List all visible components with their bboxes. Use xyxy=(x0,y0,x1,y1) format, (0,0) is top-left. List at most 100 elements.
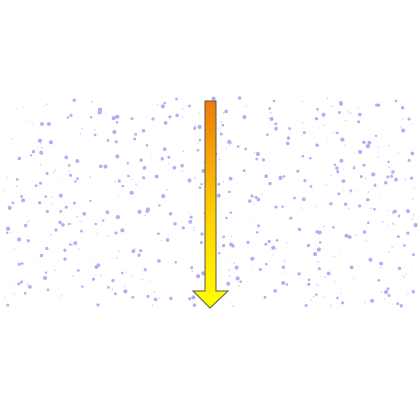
particle xyxy=(199,139,202,142)
particle-speck xyxy=(350,113,352,115)
particle xyxy=(175,98,178,101)
particle-speck xyxy=(112,289,114,291)
particle xyxy=(20,280,23,283)
particle-speck xyxy=(318,128,319,129)
particle-speck xyxy=(69,171,70,172)
particle xyxy=(374,184,377,187)
particle xyxy=(131,249,135,253)
particle xyxy=(318,231,322,235)
particle xyxy=(350,265,354,269)
particle xyxy=(318,267,321,270)
particle-speck xyxy=(303,123,304,124)
particle-speck xyxy=(40,164,41,165)
particle xyxy=(332,226,335,229)
particle-speck xyxy=(238,285,239,286)
particle-speck xyxy=(340,254,341,255)
particle xyxy=(353,167,356,170)
particle xyxy=(168,115,171,118)
particle xyxy=(80,230,83,233)
particle xyxy=(282,266,285,269)
particle-speck xyxy=(221,121,222,122)
particle xyxy=(193,127,196,130)
particle xyxy=(293,197,296,200)
particle-speck xyxy=(404,277,405,278)
particle-speck xyxy=(392,304,393,305)
particle xyxy=(339,102,343,106)
particle xyxy=(274,127,278,131)
particle xyxy=(190,216,193,219)
particle xyxy=(73,99,76,102)
particle xyxy=(406,231,409,234)
particle xyxy=(142,129,145,132)
particle-speck xyxy=(217,145,218,146)
particle xyxy=(235,266,239,270)
particle xyxy=(275,205,278,208)
particle xyxy=(43,276,47,280)
particle xyxy=(363,230,367,234)
particle xyxy=(68,164,71,167)
particle-speck xyxy=(40,143,41,144)
particle-speck xyxy=(413,214,415,216)
particle-speck xyxy=(414,187,415,188)
particle xyxy=(268,107,271,110)
particle xyxy=(390,175,393,178)
particle xyxy=(182,226,185,229)
particle-speck xyxy=(126,272,127,273)
particle xyxy=(340,138,344,142)
particle-speck xyxy=(378,146,379,147)
particle-speck xyxy=(286,242,287,243)
particle-speck xyxy=(146,117,147,118)
particle-speck xyxy=(250,218,251,219)
particle xyxy=(121,272,124,275)
particle xyxy=(273,289,277,293)
particle xyxy=(146,144,149,147)
particle xyxy=(200,183,202,185)
particle-speck xyxy=(51,196,52,197)
particle-speck xyxy=(71,244,72,245)
particle xyxy=(18,263,21,266)
particle xyxy=(98,108,102,112)
particle xyxy=(366,144,370,148)
particle xyxy=(268,182,271,185)
particle xyxy=(246,241,249,244)
particle xyxy=(144,268,147,271)
particle-speck xyxy=(65,137,66,138)
particle xyxy=(224,110,228,114)
particle xyxy=(264,174,268,178)
particle-speck xyxy=(392,213,393,214)
particle xyxy=(32,150,35,153)
particle xyxy=(38,201,41,204)
particle xyxy=(303,131,306,134)
particle-speck xyxy=(194,229,195,230)
particle-speck xyxy=(218,154,219,155)
particle xyxy=(310,185,313,188)
particle xyxy=(259,268,262,271)
particle xyxy=(49,140,53,144)
particle xyxy=(231,244,234,247)
particle-speck xyxy=(217,128,218,129)
particle xyxy=(21,198,25,202)
particle-speck xyxy=(411,218,412,219)
particle xyxy=(401,128,405,132)
particle xyxy=(45,195,48,198)
particle xyxy=(349,189,352,192)
particle xyxy=(329,202,332,205)
particle-speck xyxy=(343,168,344,169)
particle xyxy=(396,302,399,305)
particle-speck xyxy=(154,291,156,293)
particle xyxy=(133,138,136,141)
particle xyxy=(143,166,147,170)
particle xyxy=(337,192,340,195)
particle-speck xyxy=(219,159,220,160)
particle-speck xyxy=(33,219,34,220)
particle xyxy=(58,221,61,224)
particle-speck xyxy=(135,184,137,186)
particle xyxy=(112,130,116,134)
particle-speck xyxy=(105,114,106,115)
particle xyxy=(297,272,300,275)
particle xyxy=(386,175,389,178)
particle-speck xyxy=(358,108,359,109)
particle xyxy=(81,285,83,287)
particle xyxy=(95,223,98,226)
particle xyxy=(336,132,339,135)
